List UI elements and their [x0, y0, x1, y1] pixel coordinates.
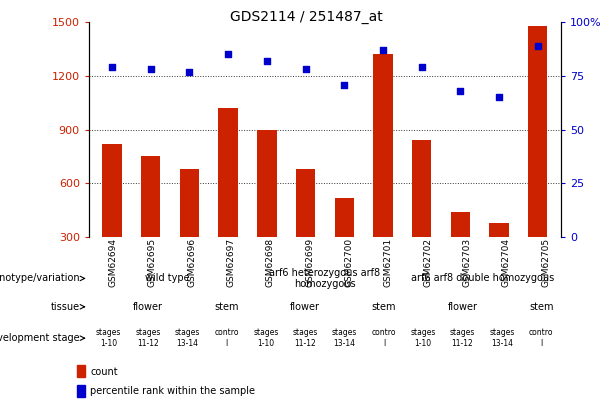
- Text: stem: stem: [215, 302, 239, 312]
- Text: GSM62698: GSM62698: [266, 238, 275, 288]
- Text: stages
11-12: stages 11-12: [135, 328, 161, 348]
- Text: stages
1-10: stages 1-10: [96, 328, 121, 348]
- Text: stem: stem: [529, 302, 554, 312]
- Bar: [335, 198, 354, 291]
- Text: contro
l: contro l: [371, 328, 396, 348]
- Point: [417, 64, 427, 70]
- Bar: [218, 108, 238, 291]
- Text: stages
1-10: stages 1-10: [411, 328, 436, 348]
- Text: stages
1-10: stages 1-10: [253, 328, 278, 348]
- Text: development stage: development stage: [0, 333, 80, 343]
- Text: stages
13-14: stages 13-14: [332, 328, 357, 348]
- Text: wild type: wild type: [145, 273, 190, 283]
- Point: [262, 58, 272, 64]
- Bar: [451, 212, 470, 291]
- Text: contro
l: contro l: [529, 328, 554, 348]
- Point: [533, 43, 543, 49]
- Text: GSM62701: GSM62701: [384, 238, 393, 288]
- Text: stem: stem: [371, 302, 396, 312]
- Point: [107, 64, 117, 70]
- Text: arf6 arf8 double homozygous: arf6 arf8 double homozygous: [411, 273, 554, 283]
- Text: GSM62699: GSM62699: [305, 238, 314, 288]
- Text: percentile rank within the sample: percentile rank within the sample: [90, 386, 255, 396]
- Point: [378, 47, 388, 53]
- Bar: [257, 130, 276, 291]
- Bar: [102, 144, 122, 291]
- Bar: [180, 169, 199, 291]
- Text: flower: flower: [290, 302, 320, 312]
- Text: GSM62695: GSM62695: [148, 238, 157, 288]
- Bar: [412, 140, 432, 291]
- Text: stages
11-12: stages 11-12: [292, 328, 318, 348]
- Text: GSM62705: GSM62705: [541, 238, 550, 288]
- Text: genotype/variation: genotype/variation: [0, 273, 80, 283]
- Point: [455, 88, 465, 94]
- Bar: [141, 156, 161, 291]
- Bar: [77, 385, 85, 397]
- Text: GSM62702: GSM62702: [423, 238, 432, 287]
- Text: stages
13-14: stages 13-14: [175, 328, 200, 348]
- Point: [146, 66, 156, 73]
- Point: [300, 66, 310, 73]
- Text: GSM62700: GSM62700: [345, 238, 354, 288]
- Text: tissue: tissue: [51, 302, 80, 312]
- Point: [223, 51, 233, 58]
- Point: [340, 81, 349, 88]
- Text: stages
13-14: stages 13-14: [489, 328, 514, 348]
- Bar: [296, 169, 315, 291]
- Text: GDS2114 / 251487_at: GDS2114 / 251487_at: [230, 10, 383, 24]
- Text: arf6 heterozygous arf8
homozygous: arf6 heterozygous arf8 homozygous: [269, 268, 381, 289]
- Bar: [528, 26, 547, 291]
- Text: count: count: [90, 367, 118, 377]
- Text: flower: flower: [133, 302, 163, 312]
- Text: contro
l: contro l: [215, 328, 239, 348]
- Text: GSM62703: GSM62703: [463, 238, 471, 288]
- Text: GSM62696: GSM62696: [187, 238, 196, 288]
- Point: [185, 68, 194, 75]
- Text: GSM62704: GSM62704: [502, 238, 511, 287]
- Text: stages
11-12: stages 11-12: [450, 328, 475, 348]
- Text: GSM62694: GSM62694: [109, 238, 118, 287]
- Bar: [77, 365, 85, 377]
- Bar: [489, 223, 509, 291]
- Text: GSM62697: GSM62697: [227, 238, 235, 288]
- Bar: [373, 54, 392, 291]
- Point: [494, 94, 504, 100]
- Text: flower: flower: [447, 302, 478, 312]
